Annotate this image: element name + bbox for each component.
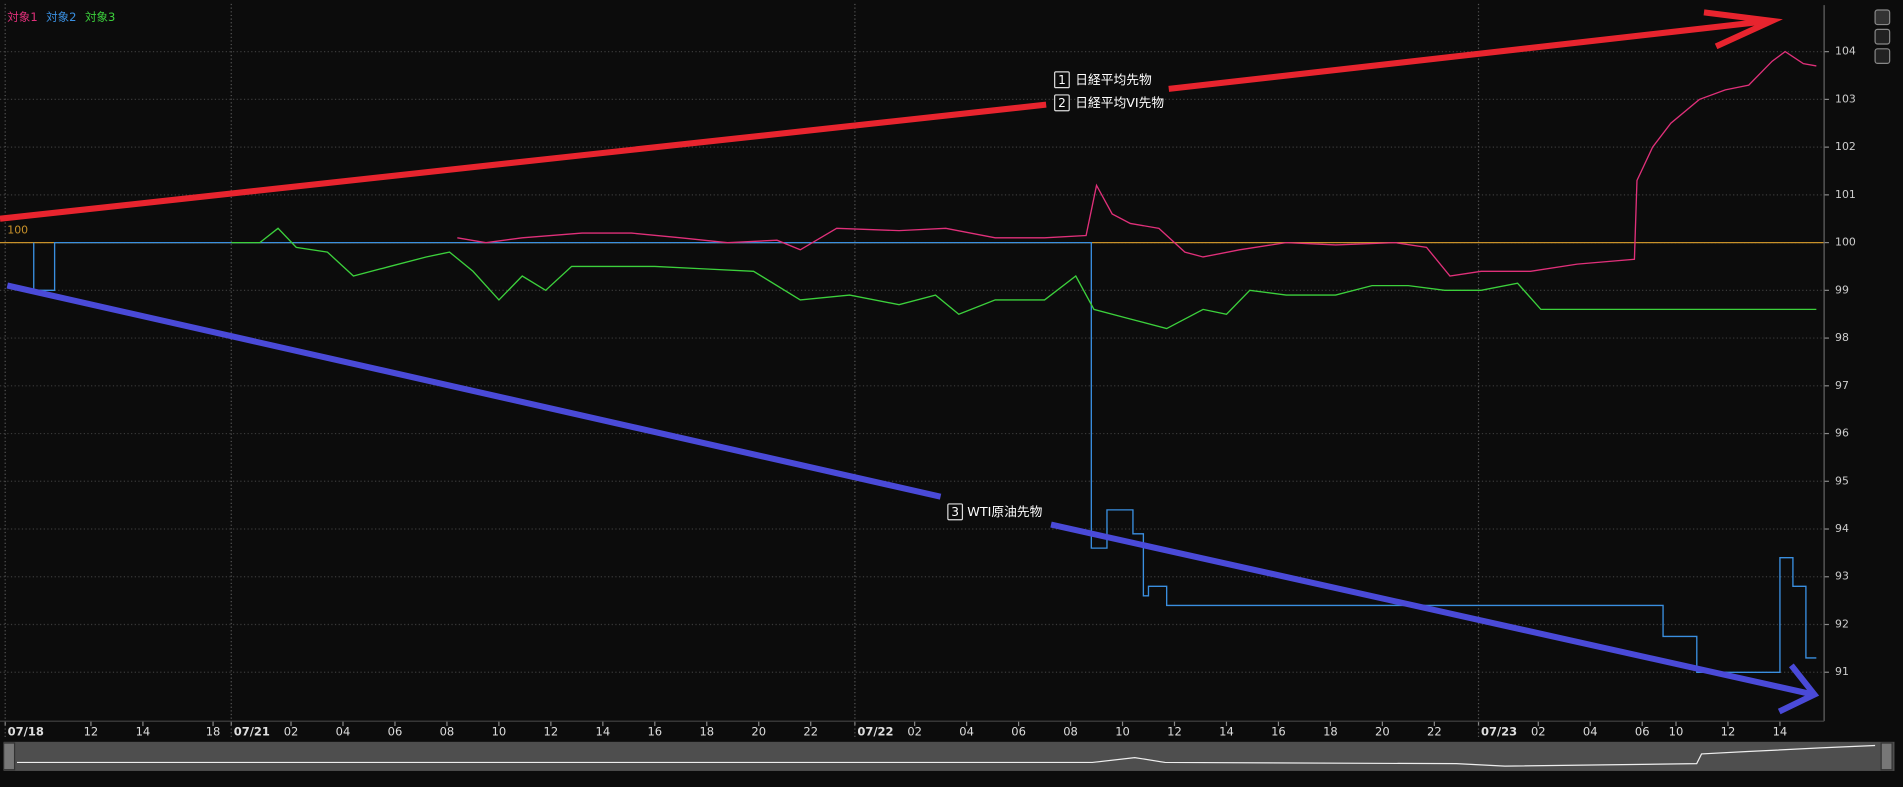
x-tick-label: 18 [1323,725,1338,739]
blue-arrow [1050,521,1814,698]
y-tick-label: 104 [1835,45,1856,58]
x-tick-label: 10 [1669,725,1684,739]
x-tick-label: 22 [803,725,818,739]
y-tick-label: 102 [1835,140,1856,153]
annotation-number: 3 [951,505,959,519]
y-tick-label: 103 [1835,92,1856,105]
legend-entry: 対象3 [85,10,115,24]
x-tick-label: 02 [284,725,299,739]
y-tick-label: 92 [1835,617,1849,630]
x-tick-label: 08 [440,725,455,739]
lock-button[interactable] [1874,9,1891,26]
legend-entry: 対象2 [46,10,76,24]
x-tick-label: 14 [136,725,151,739]
annotation-box [947,503,964,521]
x-tick-label: 07/21 [234,725,270,739]
legend-entry: 対象1 [7,10,37,24]
y-tick-label: 95 [1835,474,1849,487]
x-tick-label: 14 [1219,725,1234,739]
legend: 対象1 対象2 対象3 [7,10,115,24]
x-tick-label: 16 [647,725,662,739]
annotation-number: 2 [1058,96,1066,110]
x-tick-label: 14 [596,725,611,739]
x-tick-label: 06 [1635,725,1650,739]
x-tick-label: 06 [1011,725,1026,739]
y-tick-label: 91 [1835,665,1849,678]
arrows [0,9,1820,715]
navigator-handle[interactable] [3,742,16,771]
x-tick-label: 07/18 [8,725,44,739]
x-tick-label: 12 [84,725,99,739]
x-tick-label: 04 [1583,725,1598,739]
series-line [457,50,1817,277]
undo-button[interactable] [1874,28,1891,45]
plot: 100 [0,50,1825,673]
x-tick-label: 18 [206,725,221,739]
x-tick-label: 04 [959,725,974,739]
annotation-text: 日経平均先物 [1075,73,1152,88]
navigator-line [16,744,1876,767]
x-tick-label: 08 [1063,725,1078,739]
x-tick-label: 10 [1115,725,1130,739]
y-tick-label: 97 [1835,379,1849,392]
x-tick-label: 02 [1531,725,1546,739]
x-tick-label: 04 [336,725,351,739]
baseline-label: 100 [7,223,28,236]
y-tick-label: 94 [1835,522,1849,535]
red-arrow [0,101,1047,222]
x-tick-label: 12 [544,725,559,739]
x-tick-label: 07/22 [857,725,893,739]
series-line [231,227,1817,330]
y-tick-label: 96 [1835,427,1849,440]
x-tick-label: 07/23 [1481,725,1517,739]
annotations: 1 日経平均先物 2 日経平均VI先物 3 WTI原油先物 [947,71,1164,521]
navigator-handle[interactable] [1880,742,1893,771]
y-tick-label: 100 [1835,236,1856,249]
x-tick-label: 20 [1375,725,1390,739]
navigator [3,741,1895,771]
x-tick-label: 10 [492,725,507,739]
y-tick-label: 98 [1835,331,1849,344]
x-tick-label: 14 [1773,725,1788,739]
x-tick-label: 20 [751,725,766,739]
x-tick-label: 12 [1721,725,1736,739]
annotation-text: 日経平均VI先物 [1075,96,1164,111]
x-tick-label: 06 [388,725,403,739]
series-line [33,241,1817,673]
annotation-box [1054,71,1070,89]
redo-button[interactable] [1874,48,1891,64]
red-arrowhead [1703,9,1783,50]
annotation-box [1054,94,1070,112]
x-tick-label: 18 [699,725,714,739]
navigator-bar[interactable] [3,741,1895,771]
x-tick-label: 16 [1271,725,1286,739]
annotation-number: 1 [1058,73,1066,87]
y-tick-label: 101 [1835,188,1856,201]
x-tick-label: 22 [1427,725,1442,739]
y-tick-label: 93 [1835,570,1849,583]
blue-arrowhead [1777,663,1820,715]
x-tick-label: 02 [907,725,922,739]
toolbar [1874,9,1891,64]
red-arrow [1168,17,1770,92]
x-tick-label: 12 [1167,725,1182,739]
blue-arrow [6,282,942,500]
y-tick-label: 99 [1835,283,1849,296]
annotation-text: WTI原油先物 [967,505,1042,520]
